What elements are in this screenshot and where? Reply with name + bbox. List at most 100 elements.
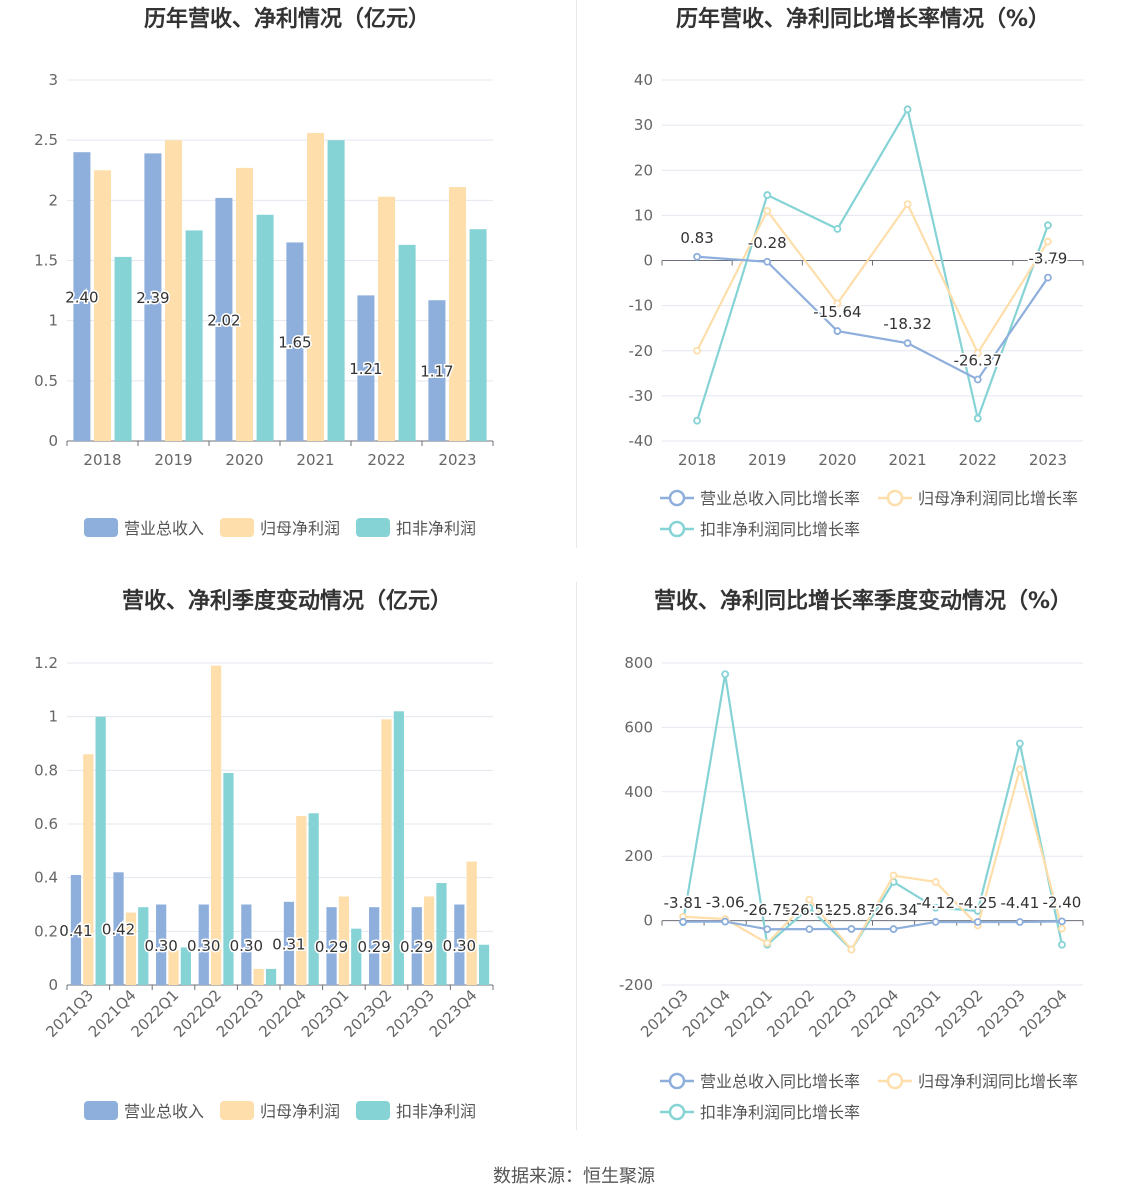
bar-revenue (411, 907, 422, 985)
y-tick-label: -20 (629, 342, 654, 360)
chart-quarterly-revenue-profit: 营收、净利季度变动情况（亿元） 0 0.2 0.4 0.6 0.8 1 1.2 2021Q3 20… (0, 582, 574, 1142)
line-point (721, 670, 730, 679)
bar-deducted-profit (180, 947, 191, 985)
data-label: 2.39 (136, 289, 169, 307)
legend-label: 归母净利润同比增长率 (918, 489, 1078, 508)
bar-revenue (215, 197, 233, 441)
line-point (805, 903, 814, 912)
data-label: 1.17 (420, 363, 453, 381)
data-label: 2.40 (65, 289, 98, 307)
bar-parent-profit (306, 132, 325, 442)
data-label: 1.65 (278, 334, 311, 352)
bar-deducted-profit (308, 813, 319, 985)
y-tick-label: 2 (48, 191, 58, 209)
legend-marker (886, 1072, 904, 1090)
bar-parent-profit (83, 754, 94, 985)
legend-label: 扣非净利润同比增长率 (700, 1103, 860, 1122)
x-tick-label: 2022 (959, 451, 997, 469)
data-label: -18.32 (883, 315, 931, 333)
chart-title: 营收、净利季度变动情况（亿元） (122, 588, 452, 614)
y-tick-label: 10 (634, 206, 653, 224)
bar-deducted-profit (478, 944, 490, 985)
line-point (805, 895, 814, 904)
line-point (833, 225, 842, 233)
data-label: -0.28 (748, 234, 787, 252)
x-tick-label: 2018 (83, 451, 121, 469)
line-point (1058, 940, 1066, 949)
bar-revenue (144, 153, 162, 442)
y-tick-label: 1.5 (34, 252, 58, 270)
bar-parent-profit (381, 719, 392, 985)
bar-revenue (326, 907, 337, 985)
line-point (833, 327, 842, 335)
y-tick-label: -10 (629, 297, 654, 315)
data-label: -3.81 (664, 894, 703, 912)
y-tick-label: 200 (624, 847, 653, 865)
legend-marker (886, 489, 904, 507)
x-tick-label: 2018 (678, 451, 716, 469)
bar-deducted-profit (138, 907, 149, 985)
bar-revenue (198, 904, 209, 985)
line-point (805, 925, 814, 934)
data-label: -26.34 (869, 901, 917, 919)
x-tick-label: 2020 (818, 451, 856, 469)
y-tick-label: 3 (48, 71, 58, 89)
data-label: 0.30 (230, 937, 263, 955)
data-label: -3.06 (706, 894, 745, 912)
y-tick-label: 0 (643, 912, 653, 930)
line-point (1044, 221, 1052, 230)
x-tick-label: 2023 (438, 451, 476, 469)
chart-title: 历年营收、净利情况（亿元） (144, 6, 430, 32)
line-point (693, 346, 701, 355)
x-tick-label: 2019 (748, 451, 786, 469)
legend-swatch (220, 1101, 254, 1120)
data-label: 0.31 (272, 935, 305, 953)
legend-marker (668, 1103, 686, 1121)
line-point (763, 939, 772, 948)
legend-swatch (356, 1101, 390, 1120)
data-label: -4.41 (1000, 894, 1039, 912)
bar-deducted-profit (393, 711, 404, 985)
bar-parent-profit (125, 912, 137, 985)
y-tick-label: 800 (624, 654, 653, 672)
y-tick-label: 20 (634, 161, 653, 179)
bar-deducted-profit (469, 229, 487, 441)
data-label: -4.25 (958, 894, 997, 912)
x-tick-label: 2020 (225, 451, 263, 469)
chart-title: 营收、净利同比增长率季度变动情况（%） (654, 588, 1072, 614)
legend-label: 归母净利润 (260, 1102, 340, 1121)
legend-label: 扣非净利润 (396, 1102, 476, 1121)
bar-revenue (369, 907, 380, 985)
x-tick-label: 2019 (154, 451, 192, 469)
line-point (693, 252, 701, 261)
data-label: 0.29 (400, 938, 433, 956)
line-point (721, 917, 730, 926)
chart-annual-revenue-profit: 历年营收、净利情况（亿元） 0 0.5 1 1.5 2 2.5 3 2018 2019 2020 20… (0, 0, 574, 560)
line-point (931, 878, 940, 886)
data-label: 0.29 (357, 938, 390, 956)
data-label: -25.87 (827, 901, 875, 919)
line-point (1015, 739, 1024, 748)
y-tick-label: 40 (634, 71, 653, 89)
bar-deducted-profit (114, 256, 132, 441)
legend-label: 归母净利润 (260, 519, 340, 538)
bar-revenue (454, 904, 465, 985)
bar-revenue (73, 152, 91, 441)
line-point (1044, 237, 1052, 246)
y-tick-label: 0.8 (34, 761, 58, 779)
line-point (833, 299, 842, 308)
line-point (1015, 765, 1024, 774)
chart-annual-growth-rate: 历年营收、净利同比增长率情况（%） -40 -30 -20 -10 0 10 20 30 40 20… (578, 0, 1148, 560)
y-tick-label: -30 (629, 387, 654, 405)
bar-parent-profit (168, 950, 179, 985)
bar-parent-profit (296, 815, 307, 985)
series-line-1 (696, 201, 1049, 356)
divider-bottom (576, 582, 577, 1130)
bar-parent-profit (338, 896, 350, 985)
data-label: -2.40 (1043, 893, 1082, 911)
bar-deducted-profit (185, 230, 203, 441)
line-point (693, 416, 701, 425)
line-point (889, 925, 898, 933)
chart-1-svg: 历年营收、净利同比增长率情况（%） -40 -30 -20 -10 0 10 20 30 40 20… (629, 6, 1084, 539)
bar-revenue (286, 242, 304, 441)
